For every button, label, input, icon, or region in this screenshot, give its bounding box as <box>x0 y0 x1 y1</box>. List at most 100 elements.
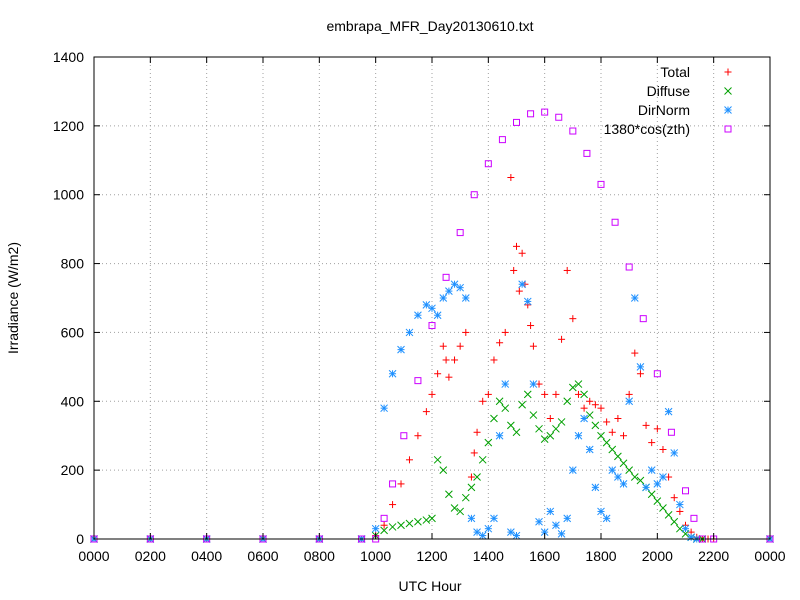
data-point <box>625 263 633 271</box>
data-point <box>439 342 447 350</box>
data-point <box>439 294 448 302</box>
data-point <box>687 533 695 542</box>
data-point <box>597 404 605 412</box>
data-point <box>507 421 515 430</box>
data-point <box>397 521 405 530</box>
data-point <box>510 266 518 274</box>
data-point <box>456 342 464 350</box>
data-point <box>602 438 611 447</box>
data-point <box>608 466 617 474</box>
y-tick-label: 1400 <box>53 49 84 65</box>
data-point <box>414 311 422 320</box>
y-tick-label: 800 <box>61 256 85 272</box>
data-point <box>664 511 673 519</box>
data-point <box>389 480 397 488</box>
data-point <box>653 425 661 433</box>
data-point <box>380 521 388 529</box>
data-point <box>442 356 450 364</box>
series-1 <box>90 380 774 543</box>
data-point <box>659 473 667 481</box>
data-point <box>515 287 523 295</box>
legend-label: Diffuse <box>647 83 691 99</box>
data-point <box>397 480 405 488</box>
data-point <box>636 370 644 378</box>
data-point <box>470 191 478 199</box>
data-point <box>574 431 583 440</box>
data-point <box>501 328 509 336</box>
data-point <box>563 514 572 523</box>
grid-lines <box>94 57 770 539</box>
data-point <box>523 297 532 306</box>
data-point <box>639 315 647 323</box>
data-point <box>558 335 566 343</box>
data-point <box>574 390 582 398</box>
data-point <box>664 407 673 416</box>
data-point <box>428 390 436 398</box>
data-point <box>513 242 520 250</box>
data-point <box>405 456 413 464</box>
data-point <box>563 266 571 274</box>
data-point <box>591 401 599 409</box>
data-point <box>529 411 538 419</box>
data-point <box>422 301 431 309</box>
legend-marker <box>724 68 732 76</box>
data-point <box>422 408 430 416</box>
y-axis-label: Irradiance (W/m2) <box>5 242 21 354</box>
data-point <box>597 507 605 516</box>
data-point <box>642 483 650 492</box>
data-point <box>535 517 543 526</box>
data-point <box>625 390 633 398</box>
data-point <box>682 487 689 495</box>
data-point <box>445 287 453 295</box>
data-point <box>507 174 515 181</box>
data-point <box>461 294 470 302</box>
data-point <box>414 377 422 385</box>
data-point <box>473 528 481 536</box>
data-point <box>428 514 436 523</box>
data-point <box>498 136 506 144</box>
data-point <box>529 342 537 350</box>
data-point <box>470 449 478 457</box>
data-point <box>611 218 619 226</box>
legend-label: Total <box>660 64 690 80</box>
data-point <box>518 280 526 289</box>
data-point <box>546 431 555 440</box>
data-point <box>501 404 510 413</box>
y-tick-label: 200 <box>61 462 85 478</box>
data-point <box>484 524 493 533</box>
x-tick-label: 1200 <box>416 548 447 564</box>
data-point <box>523 390 532 399</box>
data-point <box>670 517 679 526</box>
data-point <box>568 466 577 474</box>
data-point <box>478 531 487 540</box>
series-3 <box>90 108 774 543</box>
data-point <box>422 516 431 524</box>
data-point <box>490 514 498 523</box>
data-point <box>586 397 594 405</box>
data-point <box>467 473 475 481</box>
data-point <box>527 322 535 330</box>
data-point <box>518 400 526 409</box>
data-point <box>467 483 476 492</box>
data-point <box>371 524 380 533</box>
data-point <box>540 435 549 444</box>
data-point <box>456 229 464 237</box>
x-tick-label: 2200 <box>698 548 729 564</box>
data-point <box>439 466 448 474</box>
data-point <box>659 504 667 512</box>
data-point <box>484 160 492 168</box>
data-point <box>380 404 388 413</box>
data-point <box>450 504 459 512</box>
data-point <box>397 345 405 354</box>
axis-ticks <box>93 56 771 540</box>
data-point <box>527 110 535 118</box>
data-point <box>667 428 675 436</box>
data-point <box>552 424 560 433</box>
data-point <box>518 249 526 257</box>
data-point <box>563 397 572 406</box>
x-tick-label: 0000 <box>754 548 785 564</box>
data-point <box>620 432 628 440</box>
legend-marker <box>724 106 732 114</box>
data-point <box>388 369 397 378</box>
